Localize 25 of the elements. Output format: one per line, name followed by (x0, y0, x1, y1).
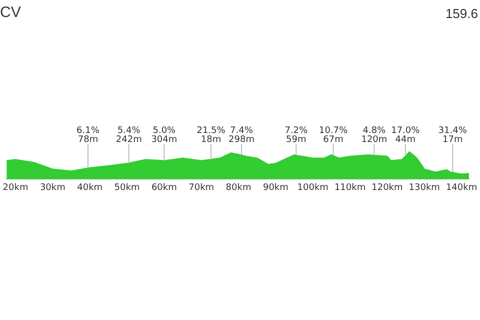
x-tick-label: 20km (2, 182, 28, 193)
x-tick-label: 50km (114, 182, 140, 193)
x-tick-label: 90km (262, 182, 288, 193)
annotation: 21.5% 18m (196, 126, 226, 145)
annotation: 6.1% 78m (76, 126, 100, 145)
x-tick-label: 100km (297, 182, 328, 193)
x-tick-label: 110km (334, 182, 366, 193)
annotation: 7.2% 59m (284, 126, 308, 145)
x-tick-label: 140km (446, 182, 478, 193)
x-tick-label: 40km (77, 182, 103, 193)
x-tick-label: 70km (188, 182, 214, 193)
x-tick-label: 30km (40, 182, 66, 193)
x-tick-label: 80km (226, 182, 252, 193)
annotation: 10.7% 67m (319, 126, 348, 145)
text: 159.6 (445, 6, 478, 22)
annotation: 17.0% 44m (391, 126, 420, 145)
annotation: 5.4% 242m (116, 126, 142, 145)
x-tick-label: 130km (408, 182, 440, 193)
x-tick-label: 120km (372, 182, 403, 193)
annotation: 5.0% 304m (151, 126, 178, 145)
chart-title: CV (0, 4, 21, 22)
x-tick-label: 60km (151, 182, 177, 193)
annotation: 7.4% 298m (228, 126, 254, 145)
annotation: 31.4% 17m (438, 126, 468, 145)
annotation: 4.8% 120m (361, 126, 388, 145)
